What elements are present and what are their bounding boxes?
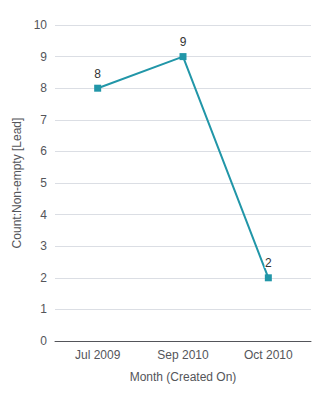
svg-text:6: 6 [40, 144, 47, 158]
svg-text:Oct 2010: Oct 2010 [244, 348, 293, 362]
svg-text:0: 0 [40, 334, 47, 348]
svg-text:4: 4 [40, 208, 47, 222]
svg-text:8: 8 [40, 81, 47, 95]
svg-text:Jul 2009: Jul 2009 [75, 348, 121, 362]
svg-text:3: 3 [40, 239, 47, 253]
svg-text:Sep 2010: Sep 2010 [157, 348, 209, 362]
svg-text:1: 1 [40, 302, 47, 316]
svg-text:9: 9 [180, 35, 187, 49]
svg-text:9: 9 [40, 50, 47, 64]
svg-text:Month (Created On): Month (Created On) [130, 370, 237, 384]
svg-text:2: 2 [40, 271, 47, 285]
svg-text:7: 7 [40, 113, 47, 127]
svg-text:Count:Non-empty [Lead]: Count:Non-empty [Lead] [10, 118, 24, 249]
svg-text:2: 2 [265, 256, 272, 270]
svg-text:8: 8 [94, 67, 101, 81]
svg-text:5: 5 [40, 176, 47, 190]
svg-text:10: 10 [34, 18, 48, 32]
